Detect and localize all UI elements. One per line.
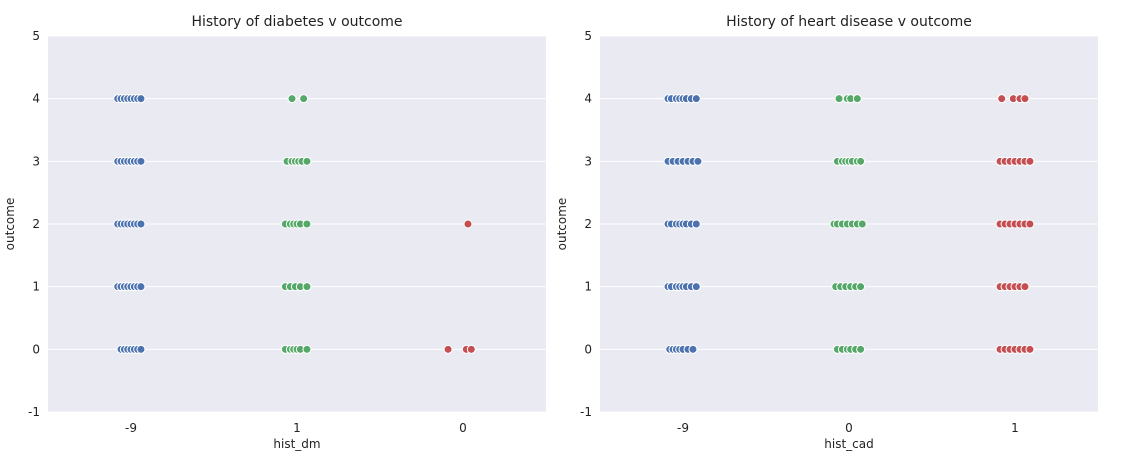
data-point [856, 282, 866, 292]
x-tick-label: -9 [125, 421, 137, 435]
data-point [691, 282, 701, 292]
data-point [691, 219, 701, 229]
data-point [856, 344, 866, 354]
data-point [302, 156, 312, 166]
data-point [1020, 282, 1030, 292]
data-point [136, 282, 146, 292]
chart-title: History of heart disease v outcome [726, 14, 972, 30]
data-point [136, 156, 146, 166]
data-point [856, 156, 866, 166]
y-axis-label: outcome [3, 198, 17, 251]
x-tick-label: 0 [845, 421, 853, 435]
y-tick-label: 4 [584, 92, 592, 106]
y-tick-label: 2 [584, 217, 592, 231]
data-point [693, 156, 703, 166]
data-point [852, 94, 862, 104]
chart-panel-1: -1 0 1 2 3 4 5 -9 1 0 History of diabetes v outcom… [3, 14, 546, 451]
data-point [857, 219, 867, 229]
data-point [1025, 219, 1035, 229]
data-point [463, 219, 473, 229]
data-point [1020, 94, 1030, 104]
chart-panel-2: -1 0 1 2 3 4 5 -9 0 1 History of heart disease v o… [555, 14, 1098, 451]
y-tick-label: 1 [32, 280, 40, 294]
data-point [302, 219, 312, 229]
series-0 [829, 94, 867, 354]
data-point [299, 94, 309, 104]
y-tick-label: 1 [584, 280, 592, 294]
data-point [466, 344, 476, 354]
y-tick-label: 4 [32, 92, 40, 106]
x-tick-label: 1 [293, 421, 301, 435]
y-tick-label: -1 [28, 405, 40, 419]
series-0 [443, 219, 476, 354]
chart-title: History of diabetes v outcome [191, 14, 402, 30]
y-tick-label: 3 [32, 154, 40, 168]
data-point [136, 344, 146, 354]
series-1 [280, 94, 312, 354]
data-point [136, 219, 146, 229]
data-point [302, 282, 312, 292]
data-point [1025, 344, 1035, 354]
data-point [287, 94, 297, 104]
y-axis-label: outcome [555, 198, 569, 251]
x-tick-label: 0 [459, 421, 467, 435]
y-tick-label: 0 [32, 342, 40, 356]
series--9 [113, 94, 146, 354]
y-tick-label: 5 [32, 29, 40, 43]
series--9 [663, 94, 703, 354]
y-tick-label: 2 [32, 217, 40, 231]
y-tick-label: -1 [580, 405, 592, 419]
data-point [691, 94, 701, 104]
y-tick-label: 5 [584, 29, 592, 43]
data-point [834, 94, 844, 104]
data-point [136, 94, 146, 104]
data-point [443, 344, 453, 354]
x-tick-label: -9 [677, 421, 689, 435]
x-axis-label: hist_dm [273, 437, 320, 451]
data-point [302, 344, 312, 354]
x-axis-label: hist_cad [824, 437, 873, 451]
x-tick-label: 1 [1011, 421, 1019, 435]
data-point [997, 94, 1007, 104]
y-tick-label: 0 [584, 342, 592, 356]
y-tick-label: 3 [584, 154, 592, 168]
data-point [688, 344, 698, 354]
series-1 [995, 94, 1035, 354]
data-point [1025, 156, 1035, 166]
